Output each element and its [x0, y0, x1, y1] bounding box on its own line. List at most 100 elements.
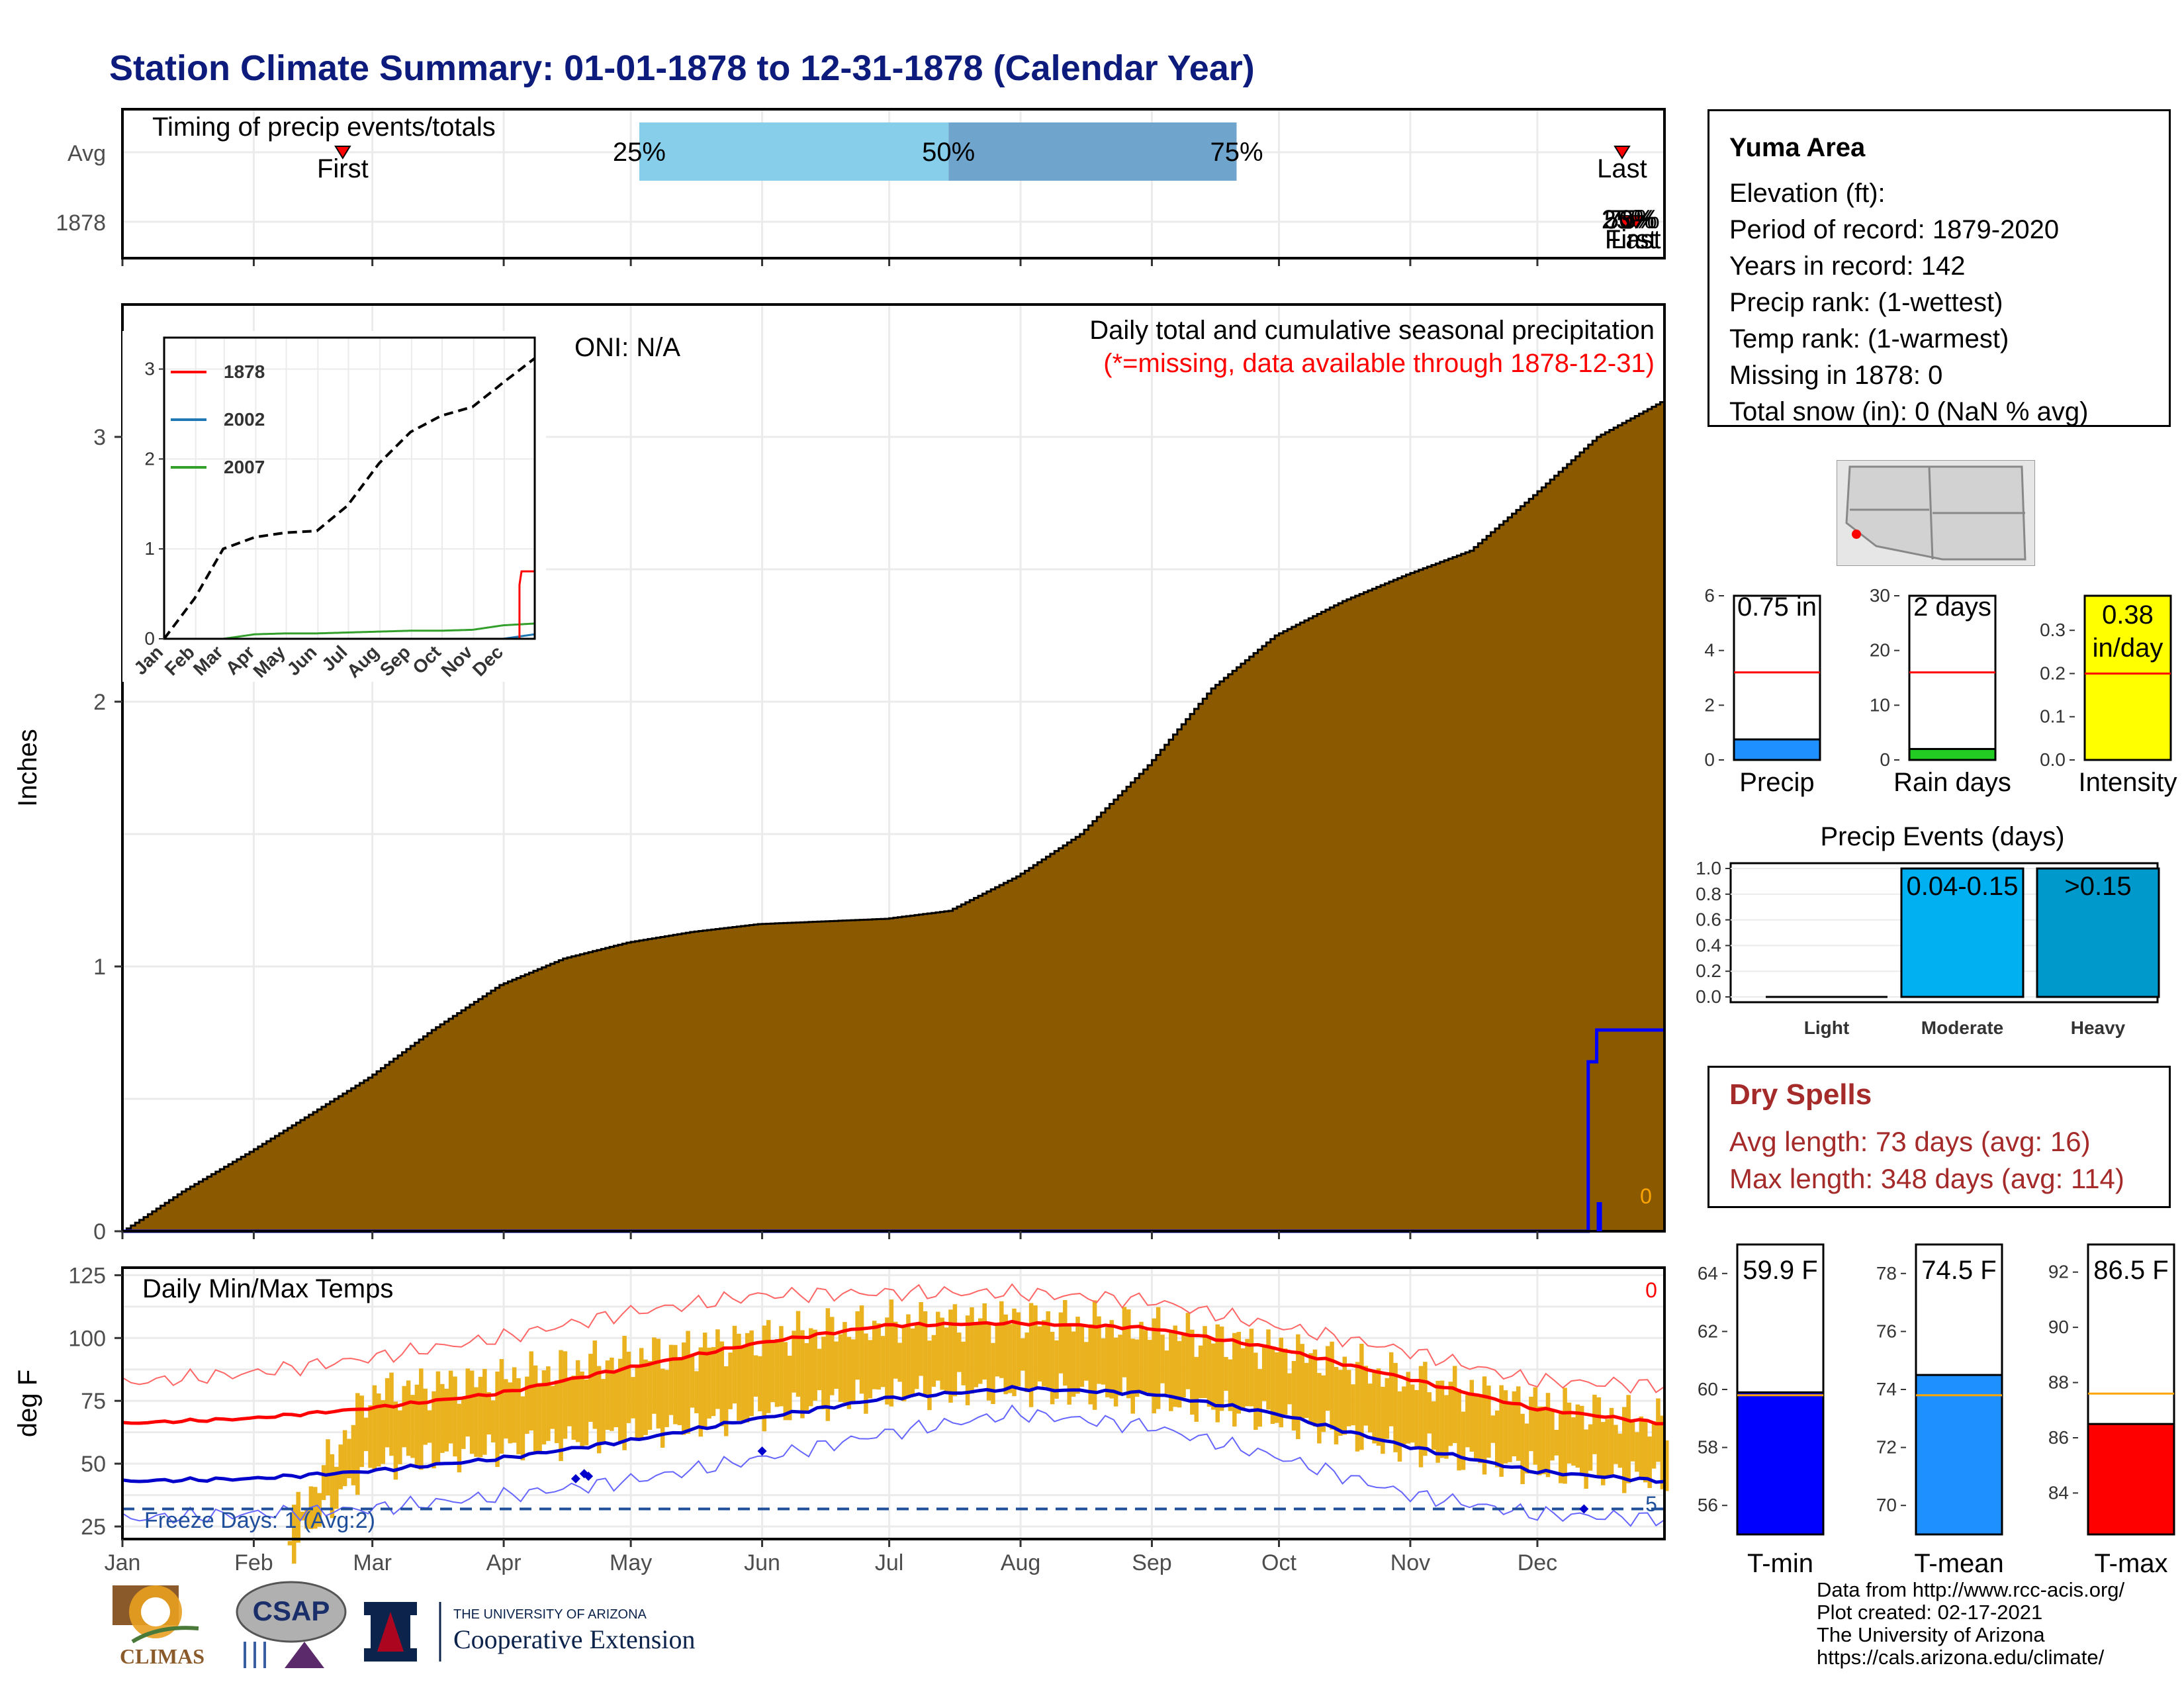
inset-ytick: 0	[144, 628, 155, 649]
mini-ytick: 4	[1704, 640, 1715, 661]
daily-temp-bar	[834, 1341, 839, 1389]
daily-temp-bar	[1016, 1312, 1021, 1387]
month-tick-label: Aug	[1001, 1550, 1041, 1575]
daily-temp-bar	[550, 1385, 555, 1429]
month-tick-label: Sep	[1132, 1550, 1172, 1575]
mini-ytick: 0.0	[2040, 749, 2066, 770]
mini-ytick: 20	[1870, 640, 1890, 661]
year-overlap-labels: 25% 50% 75% First Last	[1602, 205, 1661, 254]
daily-temp-bar	[728, 1352, 733, 1409]
daily-temp-bar	[351, 1425, 356, 1485]
daily-temp-bar	[850, 1339, 856, 1403]
daily-temp-bar	[982, 1303, 987, 1380]
daily-temp-bar	[864, 1333, 868, 1414]
daily-temp-bar	[1614, 1425, 1618, 1464]
temp-rank: Temp rank: (1-warmest)	[1729, 324, 2009, 353]
daily-temp-bar	[1647, 1436, 1652, 1488]
daily-temp-bar	[745, 1333, 750, 1423]
daily-temp-bar	[486, 1392, 491, 1434]
month-tick-label: May	[610, 1550, 652, 1575]
quartile-bar-25-50	[639, 122, 949, 181]
svg-text:THE UNIVERSITY OF ARIZONA: THE UNIVERSITY OF ARIZONA	[453, 1607, 647, 1622]
record-low-line	[122, 1404, 1665, 1527]
daily-temp-bar	[647, 1361, 653, 1430]
daily-temp-bar	[855, 1311, 860, 1380]
credit-data-source: Data from http://www.rcc-acis.org/	[1817, 1578, 2125, 1601]
daily-temp-bar	[377, 1393, 381, 1467]
years-in-record: Years in record: 142	[1729, 252, 1966, 281]
daily-temp-bar	[1393, 1362, 1398, 1452]
daily-temp-bar	[753, 1355, 758, 1397]
daily-temp-bar	[1024, 1333, 1029, 1392]
daily-temp-bar	[330, 1454, 335, 1519]
daily-temp-bar	[1541, 1406, 1546, 1474]
daily-temp-bar	[363, 1417, 369, 1452]
daily-temp-bar	[1261, 1345, 1267, 1401]
daily-temp-bar	[808, 1328, 813, 1407]
ua-logo: THE UNIVERSITY OF ARIZONA Cooperative Ex…	[364, 1602, 695, 1662]
daily-temp-bar	[1240, 1348, 1246, 1411]
daily-temp-bar	[940, 1317, 944, 1390]
csap-logo: CSAP	[236, 1581, 347, 1668]
daily-temp-bar	[1486, 1385, 1491, 1458]
intensity-bar-label: Intensity	[2079, 768, 2177, 797]
daily-temp-bar	[732, 1325, 737, 1404]
daily-temp-bar	[1444, 1395, 1449, 1459]
daily-temp-bar	[529, 1351, 534, 1431]
daily-temp-bar	[1550, 1409, 1555, 1461]
mini-bar-frame	[2087, 1243, 2175, 1536]
daily-temp-bar	[419, 1368, 424, 1470]
mini-bar-frame	[1915, 1243, 2003, 1536]
daily-temp-bar	[292, 1505, 296, 1564]
temp-ytick: 100	[68, 1326, 106, 1351]
daily-temp-bar	[1211, 1343, 1216, 1410]
daily-temp-bar	[1054, 1340, 1059, 1399]
month-tick-label: Jan	[105, 1550, 141, 1575]
mini-ytick: 2	[1704, 694, 1715, 715]
daily-temp-bar	[719, 1341, 725, 1427]
daily-temp-bar	[495, 1371, 500, 1468]
daily-temp-bar	[893, 1321, 898, 1379]
daily-temp-bar	[1503, 1390, 1508, 1464]
daily-temp-bar	[580, 1371, 584, 1448]
daily-temp-bar	[1473, 1394, 1479, 1459]
daily-temp-bar	[762, 1325, 767, 1432]
daily-temp-bar	[457, 1403, 462, 1473]
daily-temp-bar	[779, 1326, 784, 1407]
daily-temp-bar	[1529, 1396, 1533, 1452]
temp-ytick: 25	[81, 1515, 106, 1540]
daily-temp-bar	[1245, 1338, 1250, 1407]
daily-temp-bar	[1579, 1405, 1584, 1474]
daily-temp-bar	[1122, 1307, 1127, 1378]
daily-temp-bar	[1643, 1419, 1648, 1483]
event-label-heavy: >0.15	[2064, 872, 2131, 901]
daily-temp-bar	[1410, 1384, 1415, 1443]
daily-temp-bar	[1385, 1378, 1390, 1439]
station-dot	[1852, 530, 1861, 539]
inset-ytick: 3	[144, 359, 155, 379]
daily-temp-bar	[1571, 1417, 1576, 1466]
daily-temp-bar	[723, 1366, 729, 1436]
mini-ytick: 10	[1870, 694, 1890, 715]
daily-temp-bar	[631, 1377, 635, 1419]
event-bar	[1900, 867, 2025, 998]
mini-bar	[2087, 1423, 2175, 1536]
daily-temp-bar	[1097, 1316, 1101, 1384]
daily-temp-bar	[1406, 1372, 1411, 1444]
daily-temp-bar	[817, 1348, 822, 1391]
daily-temp-bar	[1092, 1300, 1097, 1410]
daily-temp-bar	[1190, 1329, 1195, 1415]
daily-temp-bar	[1253, 1352, 1258, 1430]
precip-ytick: 1	[93, 955, 106, 980]
daily-temp-bar	[927, 1340, 932, 1411]
temp-panel-title: Daily Min/Max Temps	[142, 1274, 393, 1303]
svg-text:Cooperative Extension: Cooperative Extension	[453, 1624, 695, 1654]
daily-temp-bar	[1312, 1349, 1318, 1427]
year-markers	[1617, 215, 1645, 229]
daily-temp-bar	[690, 1355, 695, 1408]
daily-temp-bar	[1126, 1309, 1131, 1399]
daily-temp-bar	[1012, 1308, 1017, 1397]
daily-temp-bar	[435, 1371, 441, 1465]
daily-temp-bar	[1156, 1307, 1161, 1409]
